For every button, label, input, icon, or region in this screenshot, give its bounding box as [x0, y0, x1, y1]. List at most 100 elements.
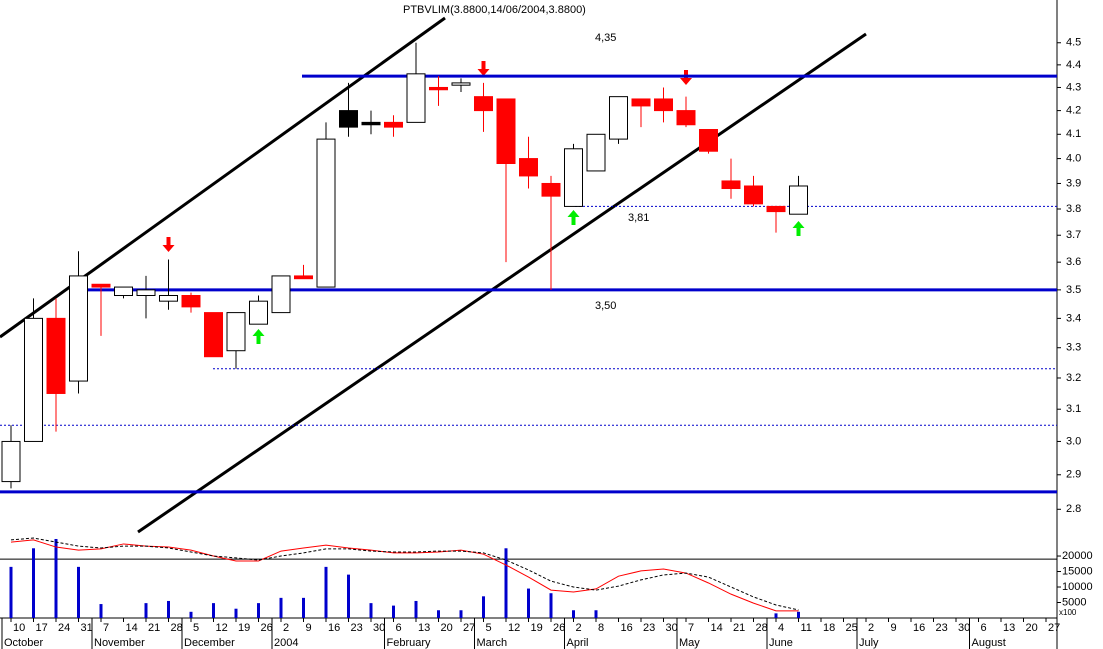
x-tick-label: 16 [328, 622, 340, 634]
x-tick-label: 26 [261, 622, 273, 634]
month-label: 2004 [274, 637, 298, 649]
x-tick-label: 27 [1048, 622, 1060, 634]
x-tick-label: 10 [13, 622, 25, 634]
sell-arrow [162, 237, 175, 252]
candle-body [744, 185, 763, 205]
volume-bar [257, 603, 260, 618]
x-tick-label: 12 [508, 622, 520, 634]
y-tick-label: 3.8 [1066, 203, 1081, 215]
candle-body [91, 283, 111, 288]
month-label: December [184, 637, 235, 649]
annotation: 3,50 [595, 300, 616, 312]
volume-bar [437, 610, 440, 618]
candle-body [631, 98, 651, 107]
y-tick-label: 10000 [1062, 581, 1093, 593]
y-tick-label: 2.8 [1066, 503, 1081, 515]
candle-body [339, 110, 358, 128]
candle-body [406, 73, 426, 123]
x-tick-label: 18 [823, 622, 835, 634]
candle-body [541, 182, 561, 197]
x-tick-label: 2 [868, 622, 874, 634]
volume-bar [414, 600, 418, 618]
buy-arrow [792, 221, 805, 236]
volume-bar [549, 593, 553, 618]
candle-body [249, 300, 268, 325]
x-tick-label: 23 [351, 622, 363, 634]
x-tick-label: 26 [553, 622, 565, 634]
x-tick-label: 14 [711, 622, 723, 634]
x-tick-label: 30 [666, 622, 678, 634]
candle-body [451, 82, 471, 86]
month-label: February [387, 637, 432, 649]
volume-bar [572, 610, 575, 618]
candle-body [136, 289, 156, 297]
candle-body [721, 180, 741, 190]
candle-body [204, 312, 223, 358]
candle-body [114, 286, 133, 297]
candle-body [1, 440, 21, 483]
x-tick-label: 8 [598, 622, 604, 634]
y-tick-label: 4.3 [1066, 81, 1081, 93]
volume-bar [527, 588, 530, 618]
x-tick-label: 24 [58, 622, 70, 634]
x-tick-label: 20 [441, 622, 453, 634]
month-label: August [972, 637, 1006, 649]
month-label: May [679, 637, 700, 649]
month-label: June [769, 637, 793, 649]
candle-body [564, 148, 583, 207]
x-tick-label: 5 [486, 622, 492, 634]
x-tick-label: 2 [576, 622, 582, 634]
x-tick-label: 13 [1003, 622, 1015, 634]
candle-body [519, 158, 538, 177]
candle-body [69, 275, 88, 382]
x-tick-label: 13 [418, 622, 430, 634]
candle-body [676, 110, 696, 126]
month-label: July [859, 637, 879, 649]
volume-bar [482, 596, 485, 618]
trend-line [137, 32, 867, 534]
volume-bar [392, 605, 395, 618]
x-tick-label: 23 [643, 622, 655, 634]
volume-bar [189, 611, 193, 618]
average-line [10, 537, 799, 611]
month-label: October [4, 637, 43, 649]
candle-body [24, 317, 43, 442]
x-tick-label: 25 [846, 622, 858, 634]
volume-bar [32, 548, 35, 618]
candle-body [789, 185, 808, 215]
candle-body [654, 98, 673, 112]
y-tick-label: 3.6 [1066, 256, 1081, 268]
x-tick-label: 19 [531, 622, 543, 634]
y-tick-label: 4.1 [1066, 128, 1081, 140]
annotation: 3,81 [628, 212, 649, 224]
x-tick-label: 30 [373, 622, 385, 634]
x-tick-label: 14 [126, 622, 138, 634]
volume-bar [279, 597, 283, 618]
month-label: March [477, 637, 508, 649]
buy-arrow [252, 329, 265, 344]
volume-bar [9, 566, 13, 618]
x-tick-label: 16 [621, 622, 633, 634]
x-tick-label: 23 [936, 622, 948, 634]
volume-bar [459, 610, 463, 618]
x-tick-label: 6 [981, 622, 987, 634]
chart-title: PTBVLIM(3.8800,14/06/2004,3.8800) [403, 4, 586, 16]
x-tick-label: 7 [688, 622, 694, 634]
x-tick-label: 30 [958, 622, 970, 634]
candle-body [226, 312, 246, 352]
x-tick-label: 20 [1026, 622, 1038, 634]
volume-bar [212, 603, 215, 618]
unit-label: x100 [1059, 608, 1077, 617]
y-tick-label: 4.4 [1066, 59, 1081, 71]
volume-bar [594, 610, 598, 618]
y-tick-label: 20000 [1062, 550, 1093, 562]
x-tick-label: 19 [238, 622, 250, 634]
annotation: 4,35 [595, 32, 616, 44]
month-label: November [94, 637, 145, 649]
month-label: April [567, 637, 589, 649]
candle-body [271, 275, 291, 314]
volume-bar [302, 597, 305, 618]
y-tick-label: 3.2 [1066, 372, 1081, 384]
volume-bar [504, 548, 508, 618]
